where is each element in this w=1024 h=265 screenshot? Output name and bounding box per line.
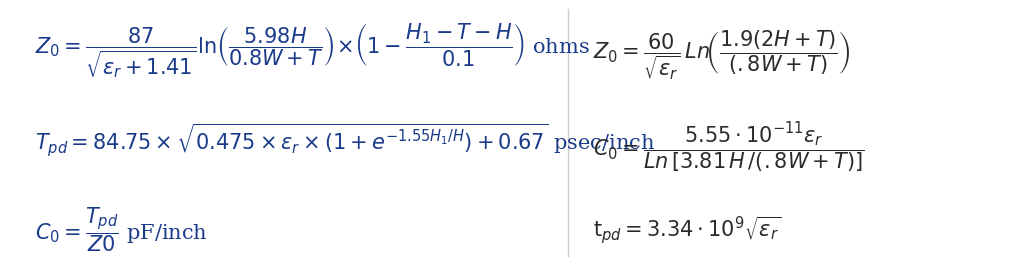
Text: $Z_0 = \dfrac{60}{\sqrt{\varepsilon_r}}\, Ln\!\left(\dfrac{1.9(2H+T)}{(.8W+T)}\r: $Z_0 = \dfrac{60}{\sqrt{\varepsilon_r}}\… (593, 29, 851, 82)
Text: $T_{pd} = 84.75 \times \sqrt{0.475 \times \varepsilon_r \times \left(1 + e^{-1.5: $T_{pd} = 84.75 \times \sqrt{0.475 \time… (35, 121, 655, 159)
Text: $Z_0 = \dfrac{87}{\sqrt{\varepsilon_r + 1.41}}\ln\!\left(\dfrac{5.98H}{0.8W+T}\r: $Z_0 = \dfrac{87}{\sqrt{\varepsilon_r + … (35, 21, 590, 80)
Text: $\mathrm{t}_{pd} = 3.34 \cdot 10^{9}\sqrt{\varepsilon_r}$: $\mathrm{t}_{pd} = 3.34 \cdot 10^{9}\sqr… (593, 214, 781, 246)
Text: $C_0 = \dfrac{T_{pd}}{Z0}$ pF/inch: $C_0 = \dfrac{T_{pd}}{Z0}$ pF/inch (35, 206, 208, 254)
Text: $C_0 = \dfrac{5.55 \cdot 10^{-11}\varepsilon_r}{Ln\,[3.81\,H\,/(.8W+T)]}$: $C_0 = \dfrac{5.55 \cdot 10^{-11}\vareps… (593, 121, 864, 175)
